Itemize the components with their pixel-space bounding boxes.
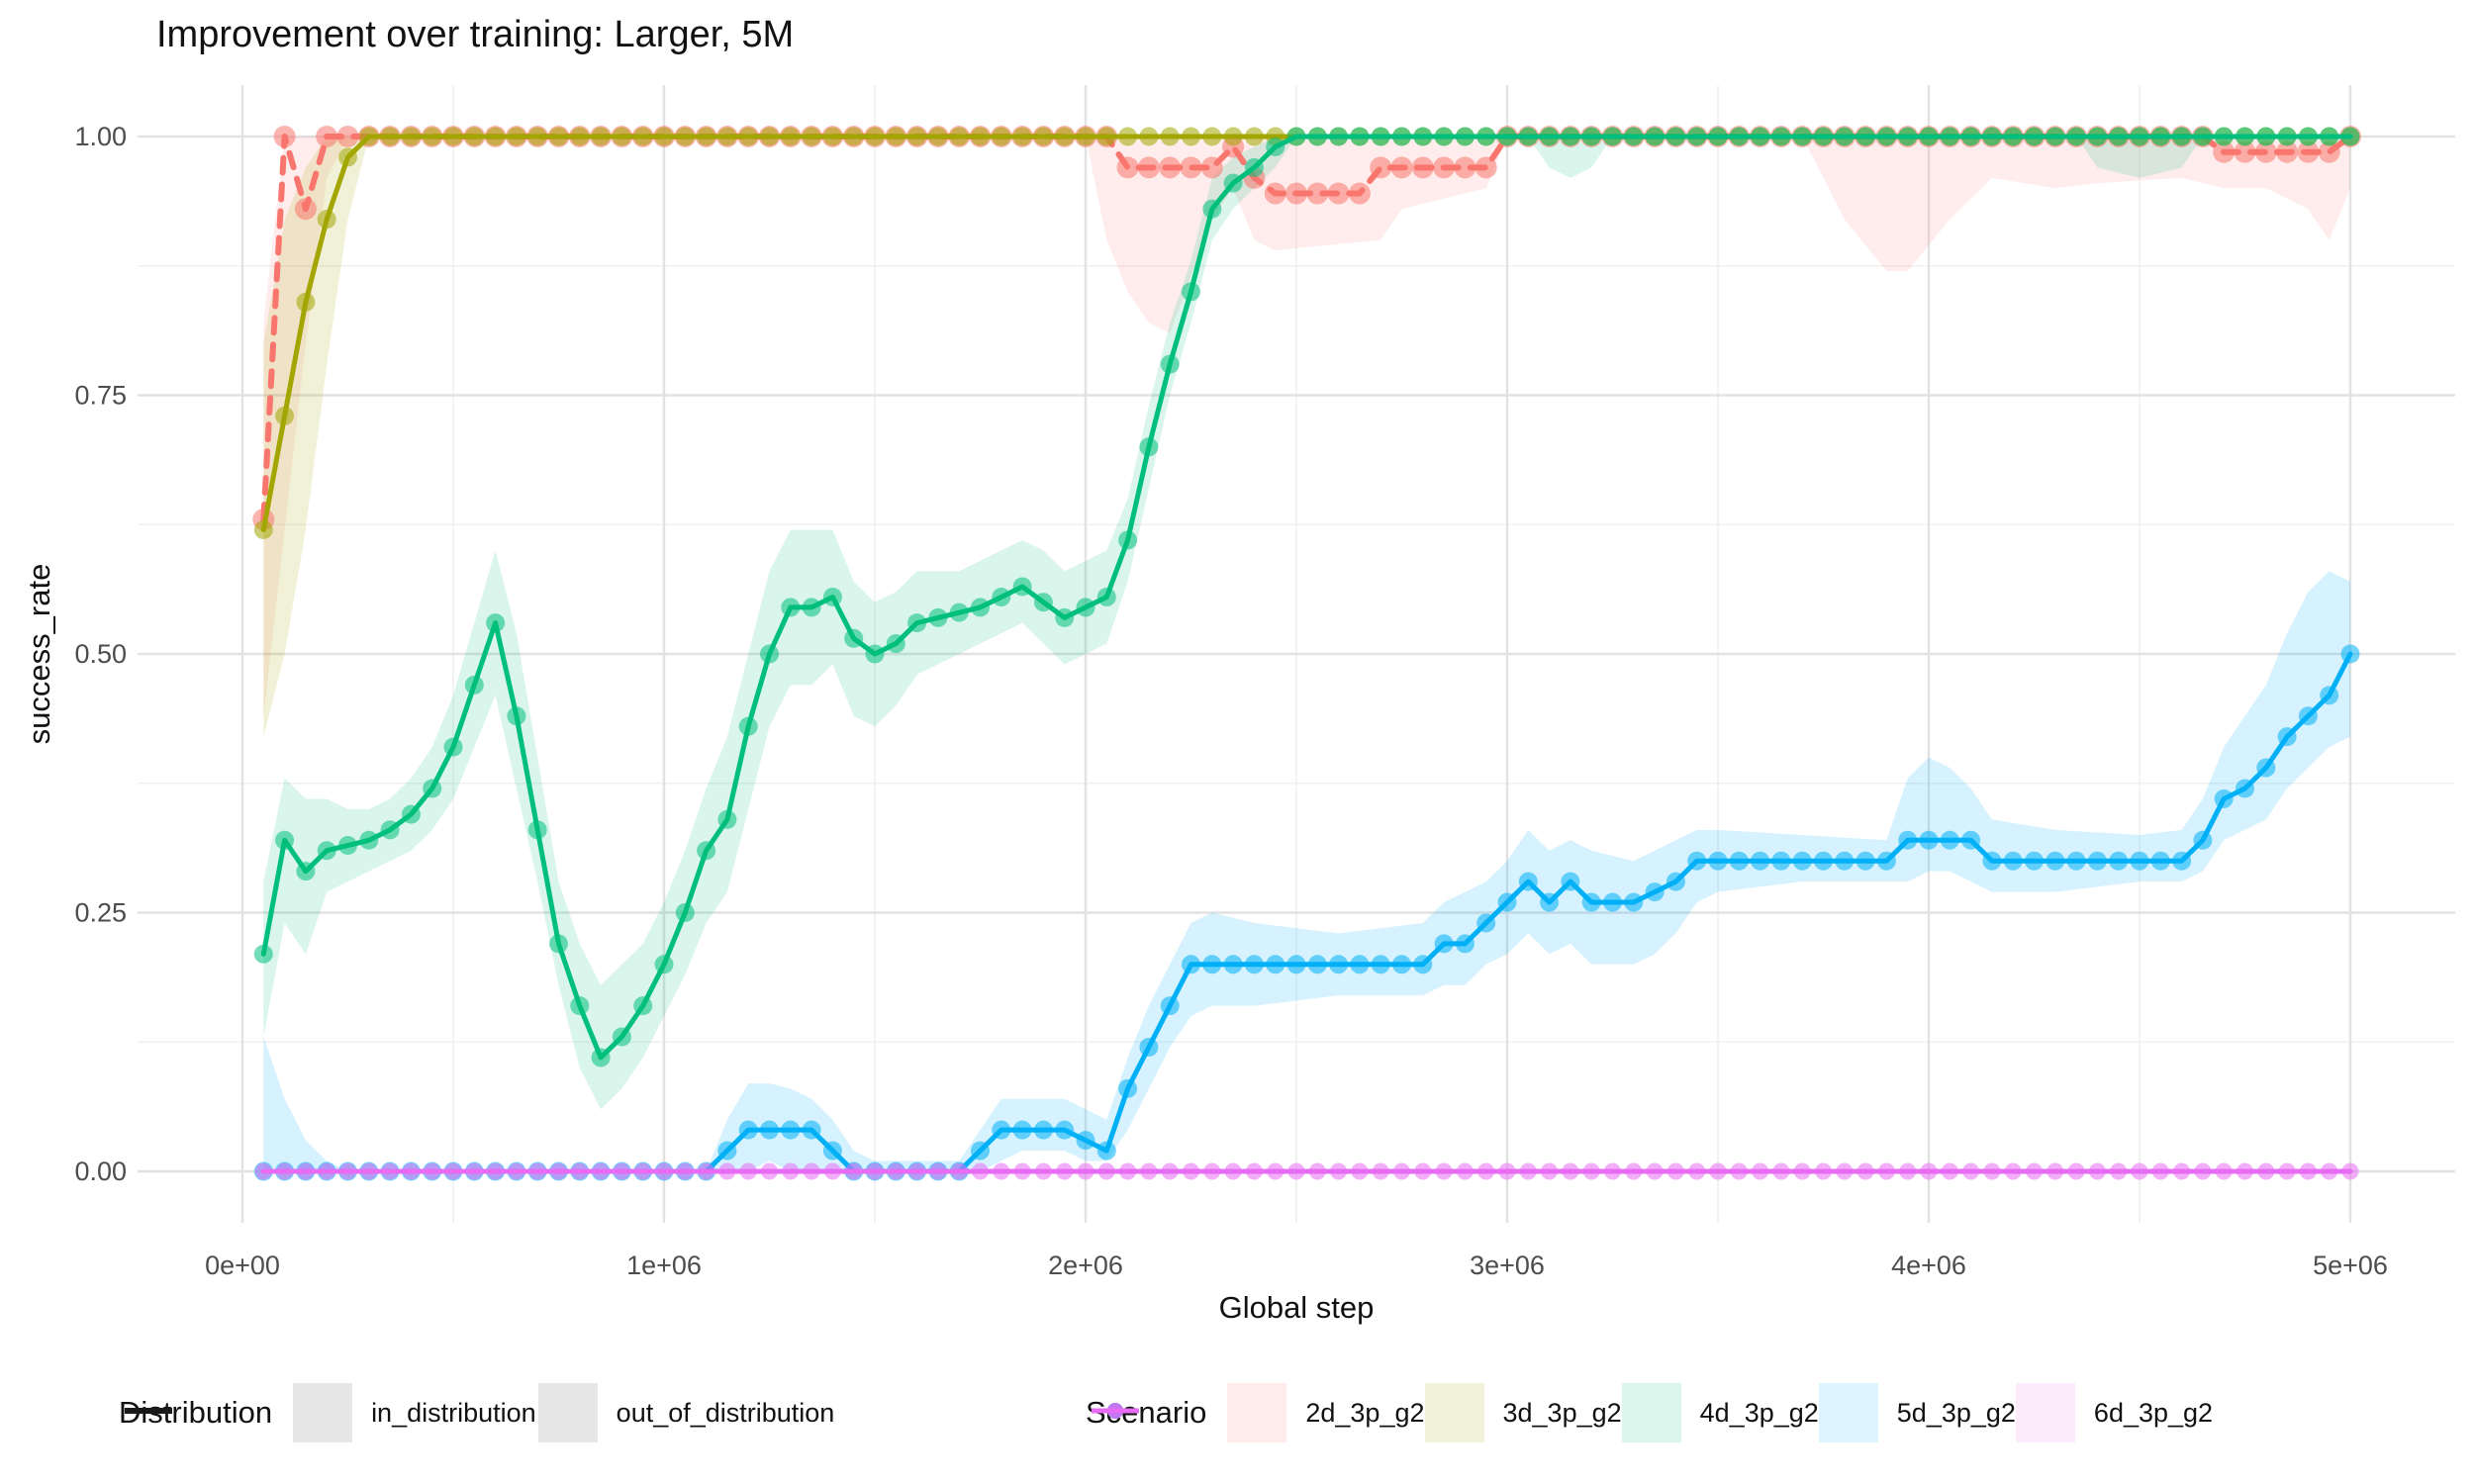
scenario-key-icon-6d — [1092, 1383, 2075, 1442]
legend-label-2d-3p-g2: 2d_3p_g2 — [1305, 1397, 1425, 1428]
legend-label-6d-3p-g2: 6d_3p_g2 — [2093, 1397, 2214, 1428]
y-tick-labels: 0.00 0.25 0.50 0.75 1.00 — [74, 122, 127, 1186]
legend-label-3d-3p-g2: 3d_3p_g2 — [1502, 1397, 1622, 1428]
legend-label-in-distribution: in_distribution — [371, 1397, 536, 1428]
y-tick-label: 0.25 — [74, 898, 127, 928]
scenario-key-icon-3d — [1092, 1383, 1484, 1442]
legend-label-5d-3p-g2: 5d_3p_g2 — [1896, 1397, 2016, 1428]
band-3d_3p_g2 — [263, 137, 369, 737]
y-tick-label: 0.00 — [74, 1157, 127, 1186]
legend-distribution: Distribution in_distribution out_of_dist… — [119, 1381, 834, 1444]
scenario-key-icon-2d — [1092, 1383, 1287, 1442]
legend-label-4d-3p-g2: 4d_3p_g2 — [1699, 1397, 1819, 1428]
x-tick-label: 1e+06 — [626, 1251, 702, 1280]
y-tick-label: 1.00 — [74, 122, 127, 151]
band-5d_3p_g2 — [263, 571, 2350, 1171]
legend-label-out-of-distribution: out_of_distribution — [616, 1397, 835, 1428]
x-tick-label: 0e+00 — [205, 1251, 280, 1280]
x-axis-title: Global step — [1218, 1290, 1375, 1325]
x-tick-label: 2e+06 — [1048, 1251, 1123, 1280]
band-2d_3p_g2 — [263, 137, 2350, 716]
scenario-key-icon-4d — [1092, 1383, 1681, 1442]
y-tick-label: 0.75 — [74, 381, 127, 411]
x-tick-label: 3e+06 — [1470, 1251, 1545, 1280]
series-line-4d_3p_g2 — [260, 134, 2353, 1061]
chart-title: Improvement over training: Larger, 5M — [156, 14, 795, 55]
y-axis-title: success_rate — [22, 563, 56, 745]
scenario-key-icon-5d — [1092, 1383, 1878, 1442]
series-line-2d_3p_g2 — [260, 134, 2353, 523]
out-of-distribution-key-icon — [125, 1383, 598, 1442]
in-distribution-key-icon — [125, 1383, 353, 1442]
y-tick-label: 0.50 — [74, 639, 127, 669]
x-tick-labels: 0e+00 1e+06 2e+06 3e+06 4e+06 5e+06 — [205, 1251, 2388, 1280]
x-tick-label: 4e+06 — [1891, 1251, 1966, 1280]
x-tick-label: 5e+06 — [2313, 1251, 2388, 1280]
legend-scenario: Scenario 2d_3p_g2 3d_3p_g2 4d_3p_g2 5d_3… — [1086, 1381, 2213, 1444]
